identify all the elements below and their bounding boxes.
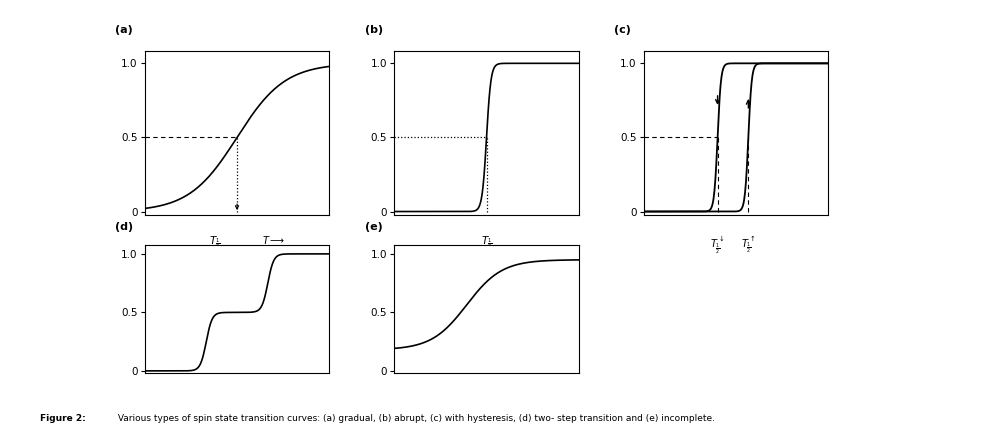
Text: (c): (c) xyxy=(614,25,631,35)
Text: $T\longrightarrow$: $T\longrightarrow$ xyxy=(262,234,285,246)
Text: Various types of spin state transition curves: (a) gradual, (b) abrupt, (c) with: Various types of spin state transition c… xyxy=(115,414,715,423)
Text: $T^{\uparrow}_{\frac{1}{2}}$: $T^{\uparrow}_{\frac{1}{2}}$ xyxy=(742,234,755,255)
Text: (e): (e) xyxy=(364,222,382,232)
Text: $T_{\frac{1}{2}}$: $T_{\frac{1}{2}}$ xyxy=(210,234,221,251)
Text: (a): (a) xyxy=(115,25,133,35)
Text: $T_{\frac{1}{2}}$: $T_{\frac{1}{2}}$ xyxy=(481,234,492,251)
Text: (d): (d) xyxy=(115,222,134,232)
Text: $T^{\downarrow}_{\frac{1}{2}}$: $T^{\downarrow}_{\frac{1}{2}}$ xyxy=(711,234,725,256)
Text: Figure 2:: Figure 2: xyxy=(40,414,86,423)
Text: (b): (b) xyxy=(364,25,383,35)
